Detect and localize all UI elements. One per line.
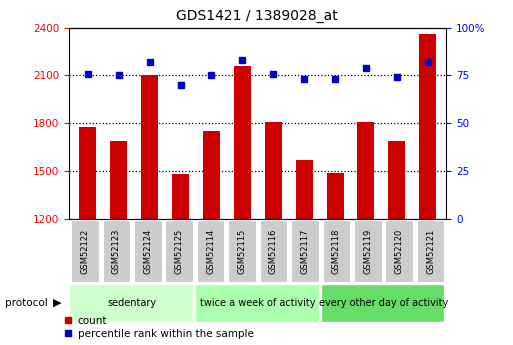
Text: GSM52119: GSM52119 — [363, 228, 372, 274]
Bar — [134, 220, 162, 282]
Bar — [71, 220, 99, 282]
Bar — [327, 173, 344, 219]
Bar — [165, 220, 193, 282]
Bar — [69, 284, 193, 322]
Bar — [103, 220, 130, 282]
Bar — [291, 220, 319, 282]
Text: GDS1421 / 1389028_at: GDS1421 / 1389028_at — [175, 9, 338, 23]
Bar — [358, 122, 374, 219]
Text: twice a week of activity: twice a week of activity — [200, 298, 315, 308]
Bar — [388, 141, 405, 219]
Bar — [110, 141, 127, 219]
Bar — [234, 66, 251, 219]
Bar — [385, 220, 413, 282]
Bar — [323, 220, 350, 282]
Bar — [295, 160, 312, 219]
Text: every other day of activity: every other day of activity — [319, 298, 448, 308]
Bar — [228, 220, 256, 282]
Text: GSM52122: GSM52122 — [81, 228, 89, 274]
Bar — [260, 220, 287, 282]
Bar — [203, 131, 220, 219]
Bar — [80, 127, 96, 219]
Bar — [141, 76, 158, 219]
Text: GSM52120: GSM52120 — [394, 228, 404, 274]
Bar — [172, 174, 189, 219]
Text: ▶: ▶ — [53, 298, 62, 308]
Bar — [419, 34, 436, 219]
Text: GSM52116: GSM52116 — [269, 228, 278, 274]
Text: GSM52125: GSM52125 — [175, 228, 184, 274]
Text: GSM52114: GSM52114 — [206, 228, 215, 274]
Bar — [197, 220, 225, 282]
Legend: count, percentile rank within the sample: count, percentile rank within the sample — [64, 316, 253, 339]
Text: GSM52123: GSM52123 — [112, 228, 121, 274]
Text: protocol: protocol — [5, 298, 48, 308]
Bar — [195, 284, 319, 322]
Text: GSM52115: GSM52115 — [238, 228, 247, 274]
Text: GSM52124: GSM52124 — [143, 228, 152, 274]
Bar — [417, 220, 444, 282]
Text: GSM52121: GSM52121 — [426, 228, 435, 274]
Text: sedentary: sedentary — [108, 298, 156, 308]
Bar — [321, 284, 444, 322]
Text: GSM52117: GSM52117 — [301, 228, 309, 274]
Bar — [265, 122, 282, 219]
Text: GSM52118: GSM52118 — [332, 228, 341, 274]
Bar — [354, 220, 382, 282]
